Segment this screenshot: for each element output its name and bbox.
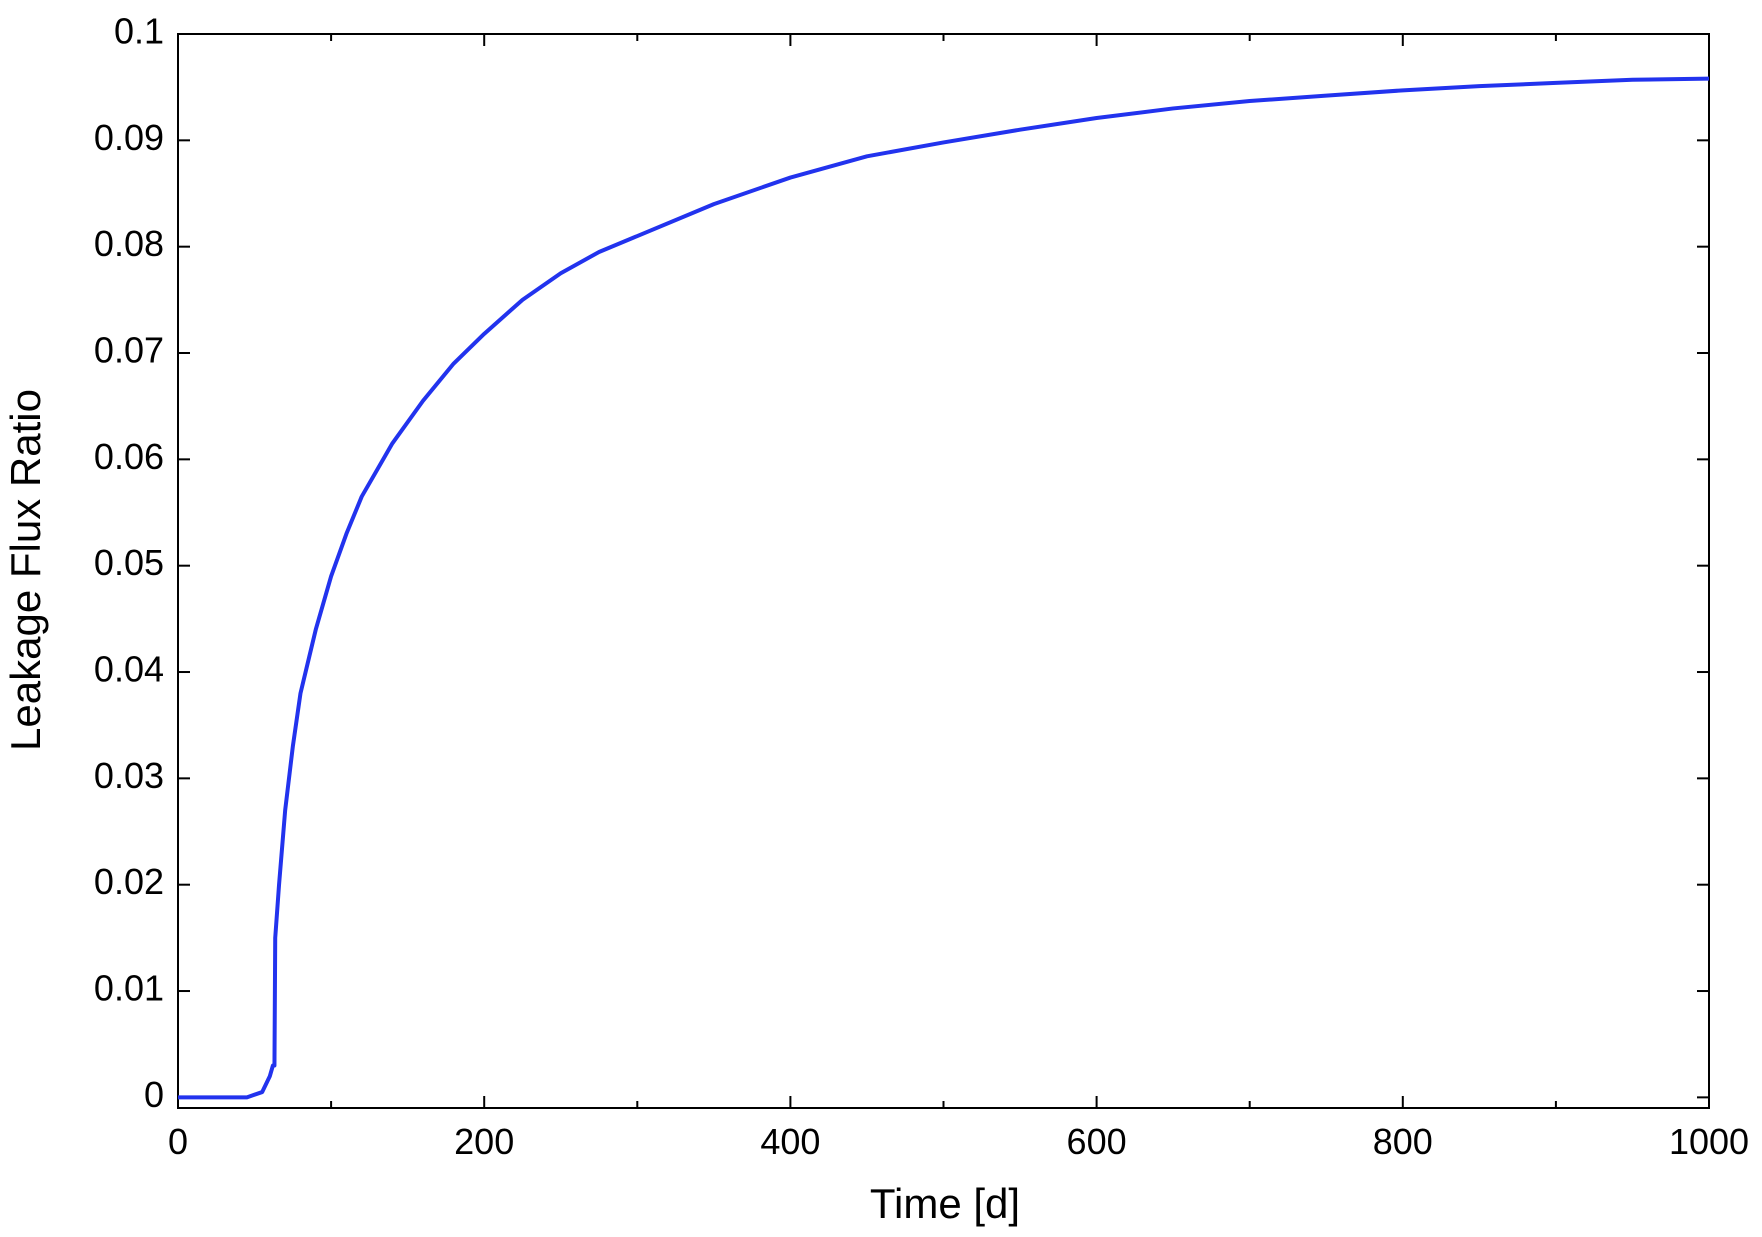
y-axis-label: Leakage Flux Ratio [2, 389, 49, 751]
y-tick-label: 0.03 [94, 755, 164, 796]
y-tick-label: 0.01 [94, 968, 164, 1009]
x-axis-label: Time [d] [870, 1180, 1020, 1227]
x-tick-label: 200 [454, 1121, 514, 1162]
data-line [178, 76, 1710, 1100]
y-tick-label: 0.06 [94, 436, 164, 477]
y-tick-label: 0.07 [94, 330, 164, 371]
x-tick-label: 600 [1067, 1121, 1127, 1162]
x-tick-label: 0 [168, 1121, 188, 1162]
x-tick-label: 400 [760, 1121, 820, 1162]
y-tick-label: 0.05 [94, 542, 164, 583]
y-tick-label: 0.1 [114, 11, 164, 52]
x-tick-label: 1000 [1669, 1121, 1749, 1162]
y-tick-label: 0.02 [94, 861, 164, 902]
y-tick-label: 0 [144, 1074, 164, 1115]
y-tick-label: 0.08 [94, 223, 164, 264]
plot-frame [177, 33, 1710, 1109]
y-tick-label: 0.09 [94, 117, 164, 158]
x-tick-label: 800 [1373, 1121, 1433, 1162]
y-tick-label: 0.04 [94, 649, 164, 690]
